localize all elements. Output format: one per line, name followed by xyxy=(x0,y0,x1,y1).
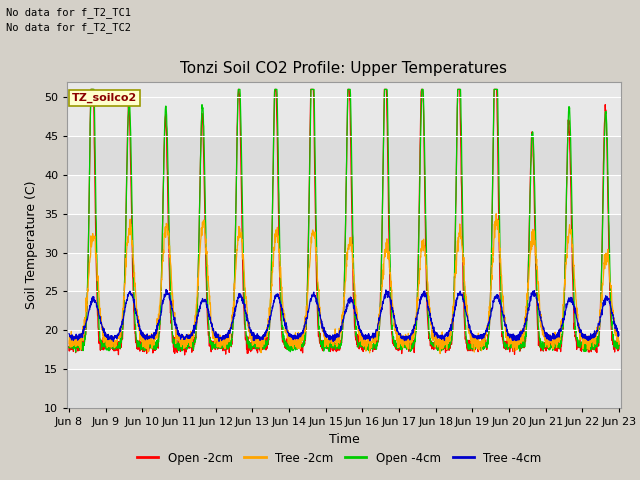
Bar xyxy=(67,291,621,330)
X-axis label: Time: Time xyxy=(328,432,360,445)
Title: Tonzi Soil CO2 Profile: Upper Temperatures: Tonzi Soil CO2 Profile: Upper Temperatur… xyxy=(180,61,508,76)
Bar xyxy=(67,369,621,408)
Text: No data for f_T2_TC2: No data for f_T2_TC2 xyxy=(6,22,131,33)
Bar xyxy=(67,214,621,252)
Text: No data for f_T2_TC1: No data for f_T2_TC1 xyxy=(6,7,131,18)
Bar xyxy=(67,136,621,175)
Text: TZ_soilco2: TZ_soilco2 xyxy=(72,93,137,103)
Y-axis label: Soil Temperature (C): Soil Temperature (C) xyxy=(26,180,38,309)
Legend: Open -2cm, Tree -2cm, Open -4cm, Tree -4cm: Open -2cm, Tree -2cm, Open -4cm, Tree -4… xyxy=(132,447,547,469)
